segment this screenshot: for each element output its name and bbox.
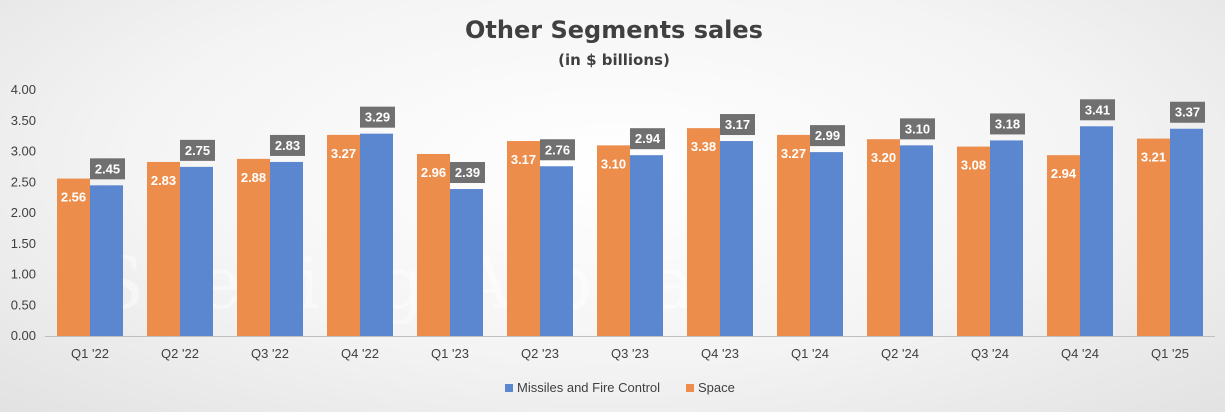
space-value-label: 2.96 <box>421 165 446 180</box>
missiles-bar <box>630 155 663 336</box>
x-tick-label: Q4 '24 <box>1061 346 1099 361</box>
missiles-value-label: 3.29 <box>365 110 390 125</box>
space-bar <box>417 153 450 336</box>
y-tick-label: 0.00 <box>11 328 36 343</box>
missiles-value-box <box>810 125 845 147</box>
space-value-label: 3.20 <box>871 150 896 165</box>
missiles-value-box <box>630 128 665 150</box>
x-tick-label: Q2 '24 <box>881 346 919 361</box>
space-bar <box>57 178 90 336</box>
space-bar <box>327 134 360 336</box>
legend-label: Space <box>698 380 735 395</box>
space-bar <box>147 161 180 336</box>
x-tick-label: Q3 '22 <box>251 346 289 361</box>
y-tick-label: 1.50 <box>11 236 36 251</box>
missiles-bar <box>90 185 123 336</box>
missiles-bar <box>900 145 933 336</box>
y-tick-label: 4.00 <box>11 82 36 97</box>
missiles-value-label: 3.10 <box>905 121 930 136</box>
missiles-value-box <box>900 118 935 140</box>
legend: Missiles and Fire Control Space <box>505 380 735 395</box>
space-value-label: 2.94 <box>1051 166 1077 181</box>
space-value-label: 3.27 <box>331 146 356 161</box>
missiles-value-label: 2.83 <box>275 138 300 153</box>
space-bar <box>687 128 720 336</box>
missiles-value-box <box>180 139 215 161</box>
x-axis: Q1 '22 Q2 '22 Q3 '22 Q4 '22 Q1 '23 Q2 '23 Q3 '… <box>45 336 1215 361</box>
missiles-bar <box>810 152 843 336</box>
x-tick-label: Q1 '22 <box>71 346 109 361</box>
space-value-label: 3.38 <box>691 139 716 154</box>
legend-label: Missiles and Fire Control <box>517 380 660 395</box>
x-tick-label: Q2 '23 <box>521 346 559 361</box>
missiles-value-box <box>270 134 305 156</box>
space-value-label: 3.10 <box>601 156 626 171</box>
missiles-value-box <box>90 158 125 180</box>
missiles-value-label: 2.94 <box>635 131 661 146</box>
space-value-label: 2.56 <box>61 190 86 205</box>
y-tick-label: 2.00 <box>11 205 36 220</box>
missiles-value-box <box>360 106 395 128</box>
missiles-value-box <box>450 162 485 184</box>
x-tick-label: Q2 '22 <box>161 346 199 361</box>
space-bar <box>237 158 270 336</box>
y-tick-label: 2.50 <box>11 174 36 189</box>
x-tick-label: Q1 '24 <box>791 346 829 361</box>
missiles-bar <box>360 133 393 336</box>
x-tick-label: Q3 '24 <box>971 346 1009 361</box>
space-bar <box>507 141 540 336</box>
missiles-value-label: 2.99 <box>815 128 840 143</box>
missiles-bar <box>990 140 1023 336</box>
missiles-value-box <box>540 139 575 161</box>
missiles-value-box <box>990 113 1025 135</box>
space-bar <box>1137 138 1170 336</box>
missiles-bar <box>720 141 753 336</box>
chart-subtitle: (in $ billions) <box>558 51 670 69</box>
missiles-bar <box>1170 128 1203 336</box>
x-tick-label: Q4 '22 <box>341 346 379 361</box>
space-value-label: 3.17 <box>511 152 536 167</box>
legend-swatch <box>505 384 513 392</box>
missiles-bar <box>450 189 483 336</box>
missiles-bar <box>540 166 573 336</box>
space-value-label: 3.27 <box>781 146 806 161</box>
space-value-label: 3.08 <box>961 158 986 173</box>
missiles-value-label: 2.39 <box>455 165 480 180</box>
missiles-value-label: 2.76 <box>545 142 570 157</box>
missiles-value-box <box>1080 99 1115 121</box>
space-bar <box>867 139 900 336</box>
missiles-bar <box>180 166 213 336</box>
missiles-bar <box>1080 126 1113 336</box>
y-axis: 0.00 0.50 1.00 1.50 2.00 2.50 3.00 3.50 4.00 <box>11 82 36 343</box>
missiles-value-box <box>1170 101 1205 123</box>
space-bar <box>957 146 990 336</box>
x-tick-label: Q3 '23 <box>611 346 649 361</box>
missiles-value-label: 3.18 <box>995 116 1020 131</box>
missiles-value-label: 2.75 <box>185 143 210 158</box>
y-tick-label: 3.50 <box>11 113 36 128</box>
missiles-value-label: 2.45 <box>95 161 120 176</box>
space-value-label: 2.83 <box>151 173 176 188</box>
missiles-value-label: 3.41 <box>1085 102 1110 117</box>
y-tick-label: 3.00 <box>11 144 36 159</box>
space-bar <box>777 134 810 336</box>
space-bar <box>1047 155 1080 336</box>
space-bar <box>597 145 630 336</box>
missiles-value-box <box>720 114 755 136</box>
space-value-label: 3.21 <box>1141 150 1166 165</box>
legend-swatch <box>686 384 694 392</box>
missiles-value-label: 3.37 <box>1175 105 1200 120</box>
y-tick-label: 0.50 <box>11 297 36 312</box>
missiles-value-label: 3.17 <box>725 117 750 132</box>
space-value-label: 2.88 <box>241 170 266 185</box>
y-tick-label: 1.00 <box>11 267 36 282</box>
x-tick-label: Q4 '23 <box>701 346 739 361</box>
x-tick-label: Q1 '23 <box>431 346 469 361</box>
bars: 2.56 2.45 2.83 2.75 2.88 2.83 3.27 3.29 2.96 2.39… <box>57 99 1205 336</box>
chart-title: Other Segments sales <box>465 16 763 44</box>
missiles-bar <box>270 161 303 336</box>
x-tick-label: Q1 '25 <box>1151 346 1189 361</box>
